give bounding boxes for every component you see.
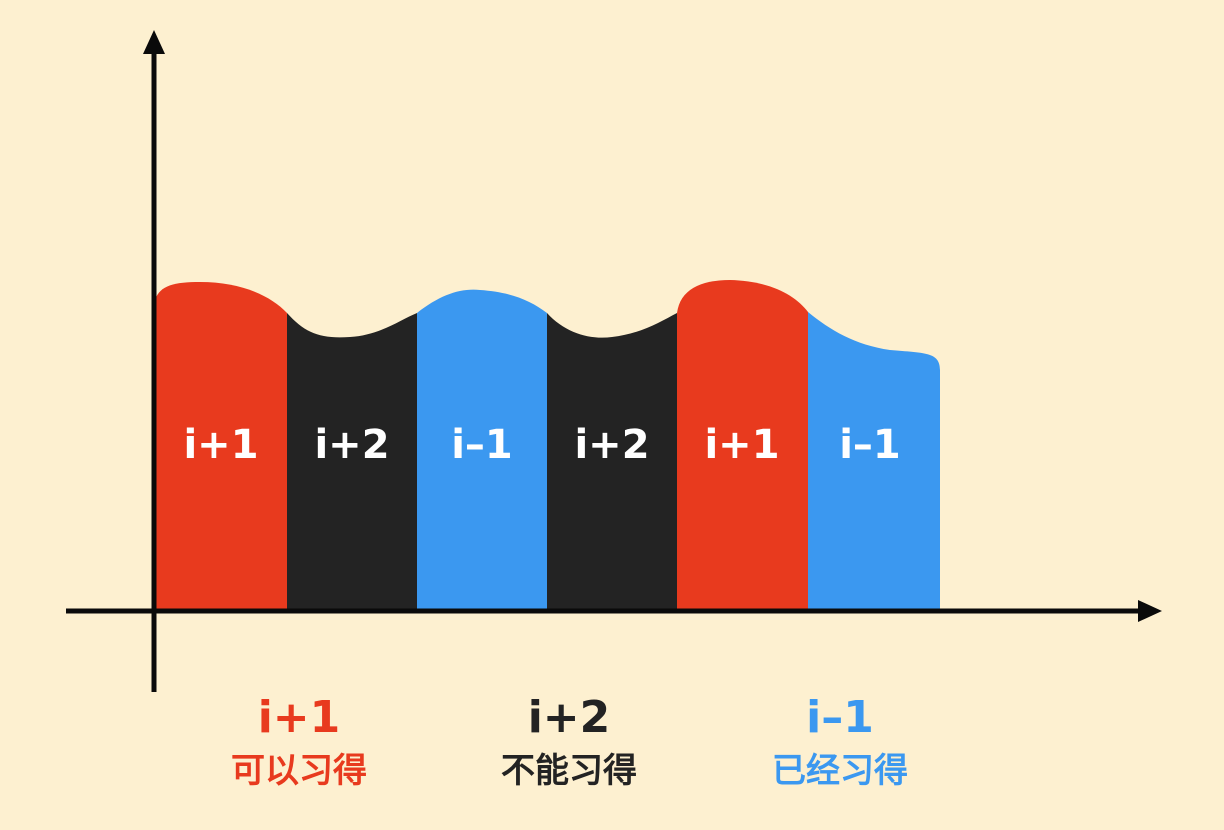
- segment-label: i+2: [314, 422, 389, 468]
- segment-label: i–1: [839, 422, 901, 468]
- segment-i-plus-1-second: [677, 280, 808, 610]
- segment-label: i+2: [574, 422, 649, 468]
- y-axis-arrow-icon: [143, 30, 165, 54]
- segment-label: i–1: [451, 422, 513, 468]
- legend-item-i-minus-1: i–1 已经习得: [740, 690, 940, 796]
- segment-i-plus-1-first: [155, 282, 287, 610]
- legend-description: 可以习得: [231, 751, 367, 791]
- segment-i-plus-2-second: [547, 313, 677, 610]
- legend-description: 不能习得: [501, 751, 637, 791]
- axes: [66, 30, 1162, 692]
- segment-i-minus-1-second: [808, 312, 940, 610]
- segment-i-plus-2-first: [287, 313, 417, 610]
- legend-item-i-plus-2: i+2 不能习得: [469, 690, 669, 796]
- segment-label: i+1: [183, 422, 258, 468]
- legend-code: i–1: [806, 692, 874, 743]
- legend-description: 已经习得: [772, 751, 908, 791]
- segment-label: i+1: [704, 422, 779, 468]
- legend-code: i+2: [527, 692, 611, 743]
- legend-item-i-plus-1: i+1 可以习得: [199, 690, 399, 796]
- legend-code: i+1: [257, 692, 341, 743]
- x-axis-arrow-icon: [1138, 600, 1162, 622]
- segment-i-minus-1-first: [417, 289, 547, 610]
